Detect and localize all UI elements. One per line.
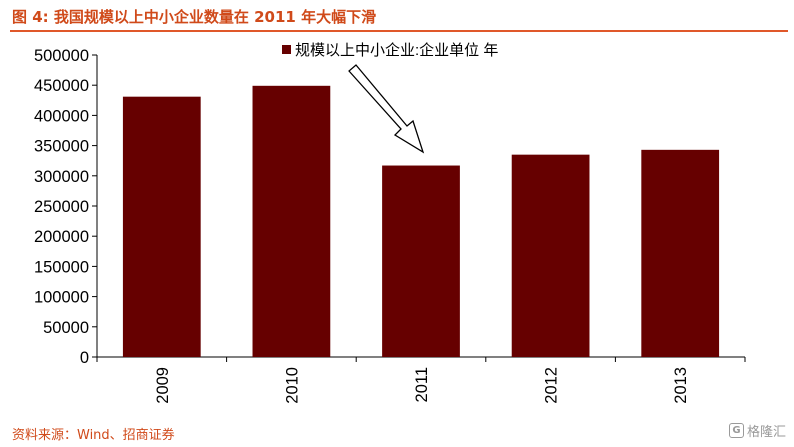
y-tick-label: 200000 bbox=[34, 228, 89, 246]
chart-title: 图 4: 我国规模以上中小企业数量在 2011 年大幅下滑 bbox=[12, 8, 377, 26]
x-tick-label: 2013 bbox=[672, 367, 690, 404]
y-tick-label: 500000 bbox=[34, 47, 89, 65]
x-tick-label: 2009 bbox=[154, 367, 172, 404]
bar-2013 bbox=[641, 149, 720, 357]
watermark: G 格隆汇 bbox=[728, 421, 786, 440]
y-tick-label: 0 bbox=[80, 349, 89, 367]
title-divider bbox=[10, 30, 788, 32]
source-note: 资料来源：Wind、招商证券 bbox=[12, 428, 175, 443]
y-tick-label: 250000 bbox=[34, 198, 89, 216]
bar-chart: 0 50000 100000 150000 200000 250000 300000 3500… bbox=[34, 41, 746, 404]
bar-2009 bbox=[122, 96, 201, 358]
x-tick-label: 2010 bbox=[283, 367, 301, 404]
y-axis: 0 50000 100000 150000 200000 250000 300000 3500… bbox=[34, 47, 98, 367]
annotation-arrow-shape bbox=[348, 64, 425, 154]
y-tick-label: 350000 bbox=[34, 138, 89, 156]
legend: 规模以上中小企业:企业单位 年 bbox=[282, 41, 498, 59]
watermark-logo-icon: G bbox=[728, 423, 744, 438]
bars bbox=[122, 85, 720, 358]
x-tick-label: 2012 bbox=[543, 367, 561, 404]
y-tick-label: 400000 bbox=[34, 107, 89, 125]
y-tick-label: 150000 bbox=[34, 258, 89, 276]
bar-2011 bbox=[382, 165, 460, 357]
watermark-text: 格隆汇 bbox=[746, 425, 786, 440]
y-tick-label: 50000 bbox=[43, 319, 89, 337]
bar-2010 bbox=[252, 85, 331, 357]
x-tick-label: 2011 bbox=[413, 367, 431, 402]
legend-label: 规模以上中小企业:企业单位 年 bbox=[295, 41, 498, 59]
bar-2012 bbox=[511, 154, 590, 357]
legend-swatch bbox=[282, 45, 291, 54]
y-tick-label: 300000 bbox=[34, 168, 89, 186]
y-tick-label: 100000 bbox=[34, 289, 89, 307]
y-tick-label: 450000 bbox=[34, 77, 89, 95]
x-axis: 2009 2010 2011 2012 2013 bbox=[96, 356, 746, 404]
annotation-arrow bbox=[348, 64, 425, 154]
